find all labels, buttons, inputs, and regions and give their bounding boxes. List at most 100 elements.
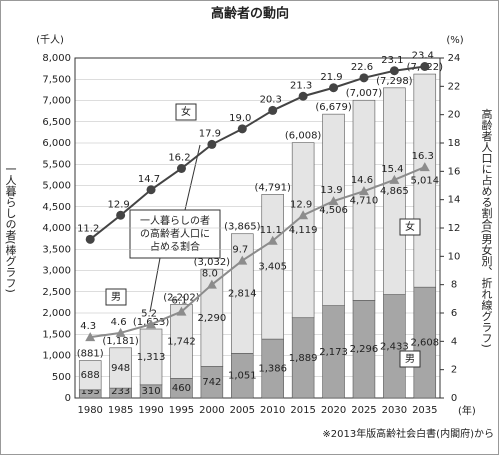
y2-tick-label: 20	[448, 110, 461, 121]
x-tick-label: 1995	[169, 405, 194, 416]
marker	[176, 306, 187, 316]
callout-text: 一人暮らしの者	[140, 214, 210, 227]
total-label: (4,791)	[254, 182, 291, 193]
bar	[139, 328, 163, 386]
line-value-label: 5.2	[141, 308, 157, 319]
bar	[291, 142, 315, 319]
bar-value-label: 310	[141, 386, 160, 397]
bar-value-label: 5,014	[410, 176, 439, 187]
callout-text: 占める割合	[150, 240, 200, 253]
y-tick-label: 500	[52, 372, 71, 383]
marker	[85, 332, 96, 342]
line-value-label: 14.6	[351, 175, 373, 186]
y2-tick-label: 0	[451, 393, 457, 404]
y2-unit: (%)	[446, 35, 463, 46]
total-label: (7,298)	[376, 76, 413, 87]
y-tick-label: 6,500	[42, 117, 71, 128]
x-tick-label: 1980	[77, 405, 102, 416]
y-unit: (千人)	[36, 34, 64, 46]
bar	[352, 99, 376, 301]
bar-value-label: 1,889	[289, 353, 318, 364]
total-label: (6,679)	[315, 102, 352, 113]
bar-value-label: 2,173	[319, 347, 348, 358]
marker	[267, 235, 278, 245]
bar-value-label: 688	[81, 370, 100, 381]
line-value-label: 4.3	[80, 321, 96, 332]
total-label: (7,007)	[346, 88, 383, 99]
bar-value-label: 3,405	[258, 262, 287, 273]
y-tick-label: 7,500	[42, 74, 71, 85]
marker	[329, 83, 339, 93]
x-tick-label: 2005	[230, 405, 255, 416]
y-tick-label: 2,000	[42, 308, 71, 319]
line-value-label: 21.9	[320, 72, 342, 83]
total-label: (1,181)	[102, 336, 139, 347]
series-label-box	[399, 218, 421, 236]
bar-value-label: 1,386	[258, 364, 287, 375]
marker	[237, 255, 248, 265]
y-tick-label: 7,000	[42, 96, 71, 107]
bar	[231, 233, 254, 354]
line-value-label: 9.7	[232, 245, 248, 256]
y2-tick-label: 22	[448, 81, 461, 92]
series-label: 女	[405, 220, 415, 233]
marker	[268, 105, 278, 115]
total-label: (6,008)	[285, 131, 322, 142]
marker	[146, 319, 157, 329]
series-label-box	[105, 288, 127, 306]
line-value-label: 22.6	[351, 62, 373, 73]
line-value-label: 15.4	[381, 164, 403, 175]
y2-tick-label: 16	[448, 166, 461, 177]
y-tick-label: 4,000	[42, 223, 71, 234]
y2-tick-label: 6	[451, 308, 457, 319]
total-label: (3,032)	[194, 257, 231, 268]
line-value-label: 20.3	[260, 94, 282, 105]
marker	[176, 164, 186, 173]
y-tick-label: 2,500	[42, 287, 71, 298]
bar	[261, 194, 284, 340]
x-tick-label: 1985	[108, 405, 133, 416]
marker	[116, 210, 126, 220]
marker	[237, 124, 247, 134]
line-value-label: 23.4	[412, 51, 434, 62]
bar	[322, 113, 345, 306]
marker	[328, 196, 339, 206]
series-label: 女	[181, 105, 191, 118]
line-value-label: 16.2	[168, 153, 190, 164]
bar-value-label: 2,296	[350, 344, 379, 355]
marker	[146, 185, 156, 195]
bar-value-label: 4,119	[289, 225, 318, 236]
total-label: (3,865)	[224, 222, 261, 233]
callout-arrow	[149, 257, 161, 313]
marker	[115, 327, 126, 337]
y-tick-label: 5,500	[42, 159, 71, 170]
total-label: (2,202)	[163, 292, 200, 303]
series-label-box	[175, 103, 197, 121]
y-tick-label: 0	[65, 393, 71, 404]
bar-value-label: 4,865	[380, 186, 409, 197]
bar	[78, 360, 102, 391]
bar-value-label: 2,608	[410, 338, 439, 349]
bar-value-label: 1,742	[167, 336, 196, 347]
bar-value-label: 2,290	[198, 313, 227, 324]
line-value-label: 16.3	[412, 151, 434, 162]
x-tick-label: 2030	[382, 405, 407, 416]
bar-value-label: 2,814	[228, 289, 257, 300]
marker	[298, 91, 308, 101]
bar	[383, 87, 406, 295]
line-value-label: 11.1	[260, 225, 282, 236]
chart-title: 高齢者の動向	[211, 6, 289, 22]
line-value-label: 12.9	[290, 199, 312, 210]
line-value-label: 19.0	[229, 113, 251, 124]
line-value-label: 23.1	[381, 55, 403, 66]
y2-tick-label: 10	[448, 251, 461, 262]
line-value-label: 13.9	[320, 185, 342, 196]
line	[90, 166, 426, 339]
line-value-label: 17.9	[199, 128, 221, 139]
bar-value-label: 460	[172, 383, 191, 394]
marker	[358, 186, 369, 196]
y2-tick-label: 8	[451, 280, 457, 291]
x-tick-label: 1990	[138, 405, 163, 416]
line-value-label: 14.7	[138, 174, 160, 185]
